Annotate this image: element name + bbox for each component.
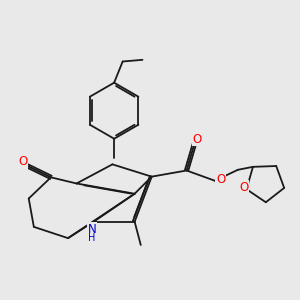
Text: O: O	[239, 181, 248, 194]
Text: N: N	[88, 223, 96, 236]
Text: O: O	[193, 133, 202, 146]
Text: O: O	[216, 172, 225, 185]
Text: O: O	[18, 155, 28, 169]
Text: H: H	[88, 233, 96, 243]
